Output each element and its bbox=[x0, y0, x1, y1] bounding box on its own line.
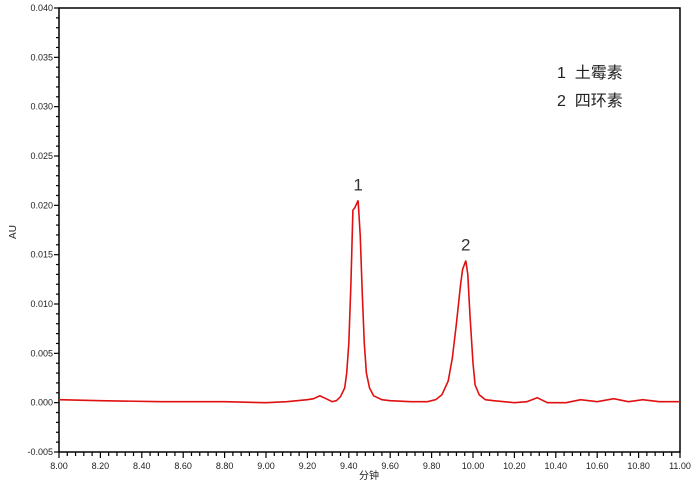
legend-entry-2: 2 四环素 bbox=[557, 92, 623, 110]
y-tick-label: 0.035 bbox=[30, 52, 53, 62]
x-tick-label: 9.00 bbox=[257, 461, 275, 471]
legend-entry-1: 1 土霉素 bbox=[557, 64, 623, 82]
y-axis-label: AU bbox=[8, 225, 19, 239]
y-tick-label: -0.005 bbox=[27, 447, 53, 457]
y-tick-label: 0.010 bbox=[30, 299, 53, 309]
x-tick-label: 8.80 bbox=[216, 461, 234, 471]
x-tick-label: 8.40 bbox=[133, 461, 151, 471]
x-tick-label: 10.40 bbox=[545, 461, 568, 471]
y-tick-label: 0.025 bbox=[30, 151, 53, 161]
x-tick-label: 10.60 bbox=[586, 461, 609, 471]
y-tick-label: 0.015 bbox=[30, 250, 53, 260]
series-line bbox=[58, 200, 680, 404]
y-tick-label: 0.005 bbox=[30, 348, 53, 358]
y-tick-label: 0.040 bbox=[30, 3, 53, 13]
y-tick-label: 0.020 bbox=[30, 200, 53, 210]
peak-label-2: 2 bbox=[461, 236, 470, 255]
x-tick-label: 8.20 bbox=[92, 461, 110, 471]
x-tick-label: 8.00 bbox=[50, 461, 68, 471]
x-axis-label: 分钟 bbox=[359, 469, 379, 482]
x-tick-label: 9.80 bbox=[423, 461, 441, 471]
y-axis: -0.005 0.000 0.005 0.010 0.015 0.020 0.025 0.03… bbox=[27, 3, 59, 457]
x-tick-label: 10.20 bbox=[503, 461, 526, 471]
x-tick-label: 9.60 bbox=[381, 461, 399, 471]
x-tick-label: 9.20 bbox=[299, 461, 317, 471]
peak-label-1: 1 bbox=[353, 175, 362, 194]
x-tick-label: 9.40 bbox=[340, 461, 358, 471]
x-tick-label: 11.00 bbox=[669, 461, 691, 471]
y-tick-label: 0.030 bbox=[30, 102, 53, 112]
x-tick-label: 10.00 bbox=[462, 461, 485, 471]
x-tick-label: 10.80 bbox=[627, 461, 650, 471]
x-tick-label: 8.60 bbox=[174, 461, 192, 471]
plot-frame bbox=[58, 7, 681, 453]
x-axis: 8.00 8.20 8.40 8.60 8.80 9.00 9.20 9.40 9.60 9.80… bbox=[50, 452, 691, 471]
y-tick-label: 0.000 bbox=[30, 398, 53, 408]
